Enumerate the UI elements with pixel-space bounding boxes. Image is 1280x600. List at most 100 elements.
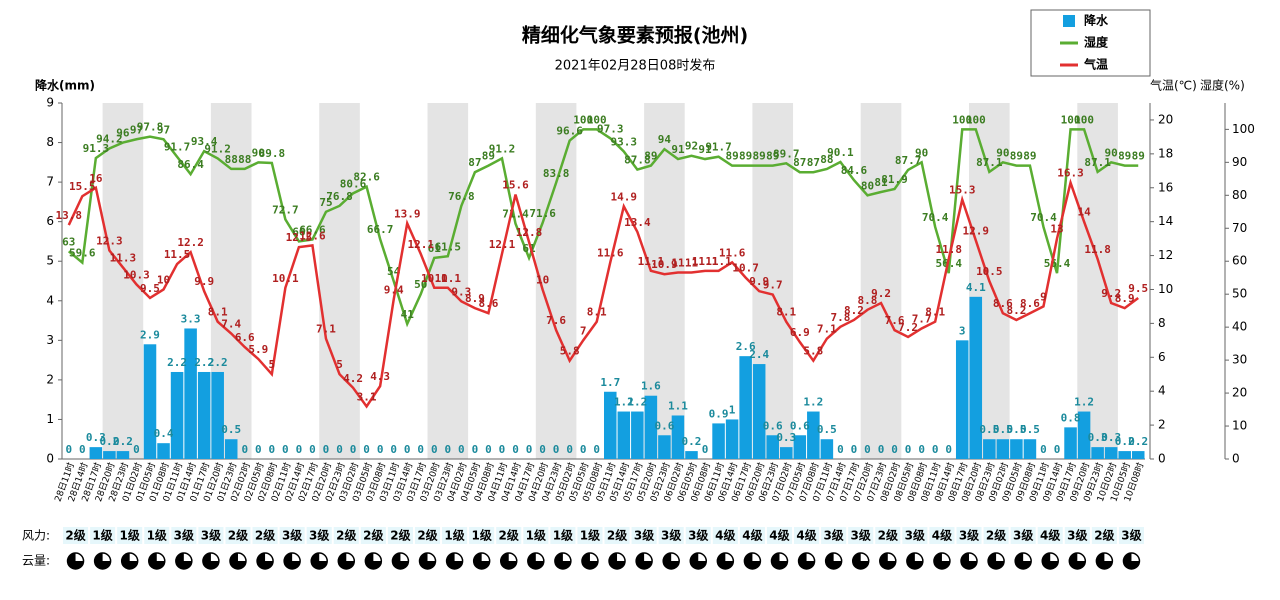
data-label: 8.9 bbox=[465, 292, 485, 305]
wind-value: 2级 bbox=[390, 528, 410, 543]
wind-cell bbox=[739, 527, 765, 544]
data-label: 0.3 bbox=[86, 431, 106, 444]
data-label: 93.4 bbox=[191, 135, 218, 148]
data-label: 0.8 bbox=[1061, 411, 1081, 424]
y-tick-label: 7 bbox=[46, 175, 54, 189]
wind-value: 2级 bbox=[986, 528, 1006, 543]
wind-cell bbox=[983, 527, 1009, 544]
data-label: 7.6 bbox=[546, 314, 566, 327]
cloud-fill bbox=[175, 553, 192, 569]
data-label: 59.6 bbox=[69, 247, 96, 260]
y-tick-label: 8 bbox=[46, 135, 54, 149]
cloud-fill bbox=[419, 553, 436, 569]
cloud-fill bbox=[148, 553, 165, 569]
legend-label: 湿度 bbox=[1084, 35, 1109, 50]
data-label: 7.1 bbox=[817, 323, 837, 336]
data-label: 0 bbox=[296, 443, 303, 456]
data-label: 96.6 bbox=[556, 125, 583, 138]
wind-cell bbox=[577, 527, 603, 544]
data-label: 8.6 bbox=[1020, 297, 1040, 310]
data-label: 7.8 bbox=[830, 311, 850, 324]
data-label: 0.2 bbox=[99, 435, 119, 448]
data-label: 2.4 bbox=[749, 348, 769, 361]
cloud-fill bbox=[717, 553, 734, 569]
wind-cell bbox=[1091, 527, 1117, 544]
line bbox=[67, 128, 1139, 328]
bar bbox=[1010, 439, 1023, 459]
bar bbox=[170, 371, 184, 459]
data-label: 10.3 bbox=[123, 268, 150, 281]
data-label: 89 bbox=[753, 150, 766, 163]
data-label: 1.2 bbox=[803, 396, 823, 409]
data-label: 12.1 bbox=[407, 238, 434, 251]
bar bbox=[712, 423, 725, 459]
data-label: 0 bbox=[499, 443, 506, 456]
wind-cell bbox=[496, 527, 522, 544]
data-label: 2.2 bbox=[208, 356, 228, 369]
wind-value: 3级 bbox=[201, 528, 221, 543]
data-label: 70.4 bbox=[922, 211, 949, 224]
data-label: 4.2 bbox=[343, 372, 363, 385]
data-label: 97.3 bbox=[597, 122, 624, 135]
bar bbox=[779, 447, 793, 459]
data-label: 0 bbox=[363, 443, 370, 456]
data-label: 12.8 bbox=[516, 226, 543, 239]
wind-value: 4级 bbox=[769, 528, 789, 543]
data-label: 81.9 bbox=[881, 173, 908, 186]
wind-cell bbox=[1118, 527, 1144, 544]
night-band bbox=[319, 103, 360, 459]
data-label: 5.8 bbox=[803, 345, 823, 358]
data-label: 0 bbox=[241, 443, 248, 456]
data-label: 8.8 bbox=[858, 294, 878, 307]
data-label: 88 bbox=[225, 153, 238, 166]
data-label: 3.1 bbox=[357, 390, 377, 403]
data-label: 11 bbox=[685, 257, 699, 270]
bar bbox=[224, 439, 238, 459]
data-label: 80.6 bbox=[340, 177, 367, 190]
data-label: 87.1 bbox=[976, 156, 1003, 169]
bar bbox=[211, 371, 224, 459]
y3-tick-label: 30 bbox=[1232, 353, 1247, 367]
wind-cell bbox=[685, 527, 711, 544]
bar bbox=[1104, 447, 1118, 459]
cloud-fill bbox=[825, 553, 842, 569]
data-label: 11.8 bbox=[935, 243, 962, 256]
bar bbox=[996, 439, 1010, 459]
wind-cell bbox=[712, 527, 738, 544]
data-label: 8.1 bbox=[587, 306, 607, 319]
data-label: 89.7 bbox=[773, 147, 800, 160]
wind-cell bbox=[306, 527, 332, 544]
data-label: 16.3 bbox=[1057, 167, 1084, 180]
wind-value: 3级 bbox=[823, 528, 843, 543]
wind-cell bbox=[144, 527, 170, 544]
wind-cell bbox=[1010, 527, 1036, 544]
data-label: 89 bbox=[644, 150, 657, 163]
night-band bbox=[102, 103, 144, 459]
bar bbox=[1077, 411, 1091, 459]
cloud-fill bbox=[94, 553, 111, 569]
y-tick-label: 3 bbox=[46, 333, 54, 347]
data-label: 0.4 bbox=[154, 427, 174, 440]
data-label: 0 bbox=[485, 443, 492, 456]
cloud-fill bbox=[257, 553, 274, 569]
data-label: 0 bbox=[445, 443, 452, 456]
chart-title: 精细化气象要素预报(池州) bbox=[522, 24, 748, 47]
bar bbox=[1131, 451, 1145, 459]
data-label: 66.6 bbox=[299, 223, 326, 236]
night-band bbox=[427, 103, 469, 459]
wind-value: 3级 bbox=[661, 528, 681, 543]
data-label: 89 bbox=[739, 150, 752, 163]
data-label: 89 bbox=[1118, 150, 1131, 163]
data-label: 63 bbox=[62, 235, 75, 248]
wind-value: 1级 bbox=[526, 528, 546, 543]
data-label: 8.2 bbox=[1006, 304, 1026, 317]
wind-cell bbox=[875, 527, 901, 544]
data-label: 93.3 bbox=[611, 135, 638, 148]
data-label: 0 bbox=[905, 443, 912, 456]
wind-cell bbox=[279, 527, 305, 544]
bar bbox=[1064, 427, 1077, 459]
wind-value: 1级 bbox=[444, 528, 464, 543]
wind-value: 3级 bbox=[1121, 528, 1141, 543]
data-label: 8.1 bbox=[776, 306, 796, 319]
data-label: 7 bbox=[580, 324, 587, 337]
